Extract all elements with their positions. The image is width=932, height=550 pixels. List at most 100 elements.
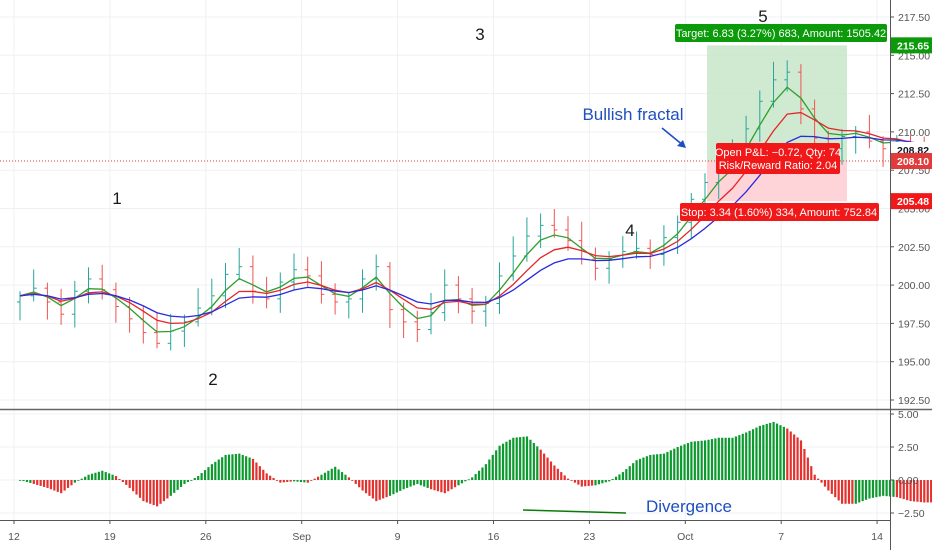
- histogram-bar: [289, 480, 292, 482]
- histogram-bar: [488, 459, 491, 480]
- histogram-bar: [930, 480, 932, 503]
- candle: [647, 239, 654, 269]
- histogram-bar: [94, 472, 97, 480]
- x-tick-label: 26: [200, 531, 212, 543]
- histogram-bar: [382, 480, 385, 499]
- histogram-bar: [221, 457, 224, 480]
- histogram-bar: [340, 472, 344, 480]
- histogram-bar: [690, 441, 693, 480]
- histogram-bar: [173, 480, 176, 493]
- histogram-bar: [238, 453, 241, 480]
- histogram-bar: [810, 466, 813, 480]
- price-tag-label: 208.10: [897, 156, 929, 168]
- histogram-bar: [878, 480, 881, 497]
- histogram-bar: [707, 439, 710, 480]
- histogram-bar: [358, 480, 361, 488]
- histogram-bar: [748, 430, 751, 480]
- histogram-bar: [813, 474, 816, 480]
- histogram-bar: [830, 480, 833, 494]
- histogram-bar: [282, 480, 285, 483]
- histogram-bar: [899, 480, 902, 499]
- histogram-bar: [926, 480, 929, 503]
- histogram-bar: [73, 480, 76, 483]
- histogram-bar: [765, 423, 768, 480]
- histogram-bar: [895, 480, 898, 498]
- price-tag-bg: [891, 153, 932, 170]
- pnl-label-bg: [716, 143, 840, 174]
- histogram-bar: [245, 456, 248, 480]
- histogram-bar: [32, 480, 35, 484]
- price-tag-label: 205.48: [897, 196, 929, 208]
- histogram-bar: [556, 468, 559, 480]
- histogram-bar: [217, 459, 220, 480]
- histogram-bar: [645, 456, 648, 480]
- histogram-bar: [36, 480, 39, 485]
- candle: [71, 280, 78, 328]
- histogram-bar: [522, 436, 525, 480]
- stop-label: Stop: 3.34 (1.60%) 334, Amount: 752.84: [680, 203, 879, 221]
- histogram-bar: [56, 480, 59, 492]
- histogram-bar: [313, 478, 316, 480]
- histogram-bar: [46, 480, 49, 488]
- y-tick-label: 212.50: [898, 89, 930, 101]
- divergence-label: Divergence: [646, 497, 732, 516]
- histogram-bar: [101, 470, 104, 480]
- candle: [880, 136, 887, 167]
- histogram-bar: [179, 480, 183, 487]
- osc-y-tick-label: 5.00: [898, 409, 919, 421]
- histogram-bar: [395, 480, 398, 493]
- histogram-bar: [834, 480, 837, 498]
- histogram-bar: [553, 465, 556, 480]
- y-tick-label: 195.00: [898, 357, 930, 369]
- histogram-bar: [779, 425, 782, 480]
- price-tag-label: 215.65: [897, 40, 929, 52]
- histogram-bar: [546, 457, 549, 480]
- candle: [154, 313, 160, 349]
- histogram-bar: [525, 436, 529, 480]
- histogram-bar: [90, 473, 94, 480]
- histogram-bar: [203, 470, 207, 480]
- histogram-bar: [354, 480, 357, 484]
- candle: [181, 314, 188, 347]
- histogram-bar: [686, 443, 690, 480]
- histogram-bar: [638, 458, 642, 480]
- target-zone[interactable]: [707, 45, 847, 162]
- histogram-bar: [169, 480, 172, 496]
- histogram-bar: [436, 480, 440, 492]
- histogram-bar: [87, 474, 90, 480]
- histogram-bar: [231, 454, 234, 480]
- histogram-bar: [717, 437, 720, 480]
- candle: [441, 269, 448, 322]
- candle: [318, 261, 325, 304]
- histogram-bar: [388, 480, 392, 496]
- histogram-bar: [385, 480, 388, 498]
- histogram-bar: [841, 480, 844, 504]
- histogram-bar: [190, 480, 193, 481]
- histogram-bar: [714, 438, 717, 480]
- candle: [578, 221, 585, 265]
- histogram-bar: [70, 480, 73, 486]
- histogram-bar: [108, 473, 111, 480]
- histogram-bar: [279, 480, 282, 483]
- position-zones[interactable]: [707, 45, 847, 202]
- histogram-bar: [697, 441, 700, 480]
- osc-y-tick-label: −2.50: [898, 508, 925, 520]
- candle: [44, 282, 51, 320]
- histogram-bar: [440, 480, 443, 493]
- target-label-text: Target: 6.83 (3.27%) 683, Amount: 1505.4…: [676, 28, 886, 40]
- candle: [551, 208, 558, 238]
- candle: [592, 247, 599, 281]
- histogram-bar: [303, 480, 306, 483]
- histogram-bar: [882, 480, 885, 496]
- histogram-bar: [491, 454, 494, 480]
- histogram-bar: [361, 480, 364, 491]
- oscillator-histogram: [19, 421, 932, 507]
- candle: [386, 262, 393, 328]
- histogram-bar: [149, 480, 152, 504]
- histogram-bar: [590, 480, 594, 486]
- histogram-bar: [700, 440, 703, 480]
- histogram-bar: [111, 474, 114, 480]
- histogram-bar: [662, 453, 666, 480]
- histogram-bar: [570, 480, 573, 481]
